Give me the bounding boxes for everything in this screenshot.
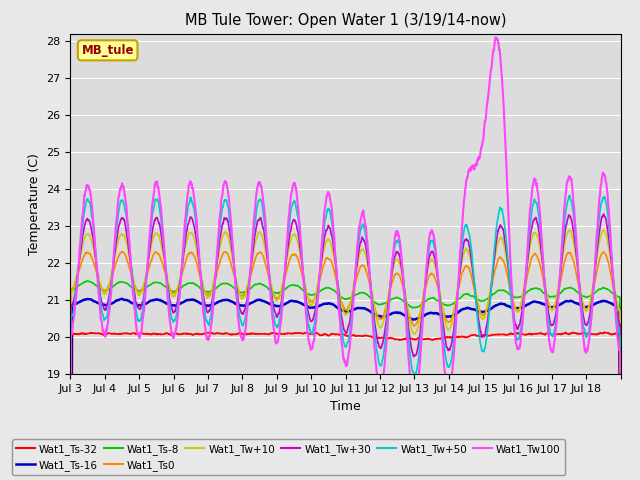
Wat1_Tw+50: [511, 330, 519, 336]
Line: Wat1_Tw+30: Wat1_Tw+30: [70, 214, 621, 480]
Wat1_Ts-16: [122, 297, 129, 303]
Legend: Wat1_Ts-32, Wat1_Ts-16, Wat1_Ts-8, Wat1_Ts0, Wat1_Tw+10, Wat1_Tw+30, Wat1_Tw+50,: Wat1_Ts-32, Wat1_Ts-16, Wat1_Ts-8, Wat1_…: [12, 439, 565, 475]
Line: Wat1_Tw+10: Wat1_Tw+10: [70, 230, 621, 480]
Wat1_Ts-8: [122, 280, 129, 286]
Wat1_Tw+50: [609, 273, 617, 279]
Wat1_Tw100: [511, 336, 519, 341]
Wat1_Ts-16: [118, 296, 125, 302]
Wat1_Ts-32: [240, 331, 248, 337]
Wat1_Ts-8: [609, 291, 617, 297]
Wat1_Tw+10: [122, 237, 129, 242]
Y-axis label: Temperature (C): Temperature (C): [28, 153, 41, 255]
Wat1_Ts-8: [543, 292, 550, 298]
Wat1_Tw+10: [511, 306, 519, 312]
Wat1_Ts-8: [511, 295, 519, 300]
Wat1_Tw+50: [542, 298, 550, 303]
Wat1_Tw+10: [542, 288, 550, 294]
Wat1_Ts0: [543, 293, 550, 299]
Wat1_Ts-16: [511, 305, 519, 311]
Wat1_Ts-8: [84, 278, 92, 284]
Wat1_Tw+50: [122, 209, 129, 215]
Wat1_Ts0: [511, 305, 519, 311]
Wat1_Ts-16: [379, 314, 387, 320]
Line: Wat1_Tw+50: Wat1_Tw+50: [70, 195, 621, 480]
Wat1_Tw+10: [609, 275, 617, 280]
Wat1_Tw+10: [240, 294, 248, 300]
Wat1_Ts-8: [241, 289, 248, 295]
X-axis label: Time: Time: [330, 400, 361, 413]
Wat1_Tw+30: [379, 341, 387, 347]
Wat1_Ts-32: [600, 329, 608, 335]
Wat1_Tw100: [122, 196, 129, 202]
Wat1_Ts-8: [379, 301, 387, 307]
Wat1_Tw100: [609, 276, 617, 281]
Wat1_Ts0: [241, 291, 248, 297]
Title: MB Tule Tower: Open Water 1 (3/19/14-now): MB Tule Tower: Open Water 1 (3/19/14-now…: [185, 13, 506, 28]
Wat1_Tw+30: [542, 294, 550, 300]
Line: Wat1_Ts-16: Wat1_Ts-16: [70, 299, 621, 480]
Wat1_Ts-32: [122, 330, 129, 336]
Wat1_Tw100: [543, 310, 550, 315]
Line: Wat1_Ts0: Wat1_Ts0: [70, 252, 621, 480]
Wat1_Ts-16: [543, 303, 550, 309]
Wat1_Tw+10: [379, 322, 387, 327]
Wat1_Tw+30: [122, 223, 129, 229]
Wat1_Tw+50: [566, 192, 573, 198]
Line: Wat1_Ts-8: Wat1_Ts-8: [70, 281, 621, 480]
Wat1_Ts-32: [511, 331, 519, 337]
Wat1_Tw+30: [609, 276, 617, 282]
Wat1_Ts-16: [609, 302, 617, 308]
Wat1_Ts-32: [542, 331, 550, 336]
Wat1_Tw+30: [511, 321, 519, 327]
Wat1_Ts-32: [609, 331, 617, 337]
Text: MB_tule: MB_tule: [81, 44, 134, 57]
Wat1_Ts0: [118, 249, 125, 254]
Wat1_Tw100: [492, 34, 500, 40]
Wat1_Ts0: [379, 314, 387, 320]
Wat1_Ts0: [609, 285, 617, 290]
Line: Wat1_Ts-32: Wat1_Ts-32: [70, 332, 621, 480]
Wat1_Ts-16: [241, 302, 248, 308]
Line: Wat1_Tw100: Wat1_Tw100: [70, 37, 621, 480]
Wat1_Ts-32: [379, 335, 387, 341]
Wat1_Tw+50: [379, 357, 387, 362]
Wat1_Tw100: [379, 379, 387, 384]
Wat1_Tw100: [240, 334, 248, 340]
Wat1_Tw+10: [599, 227, 607, 233]
Wat1_Tw+30: [240, 308, 248, 314]
Wat1_Ts0: [122, 253, 129, 259]
Wat1_Tw+50: [240, 319, 248, 324]
Wat1_Tw+30: [600, 211, 607, 217]
